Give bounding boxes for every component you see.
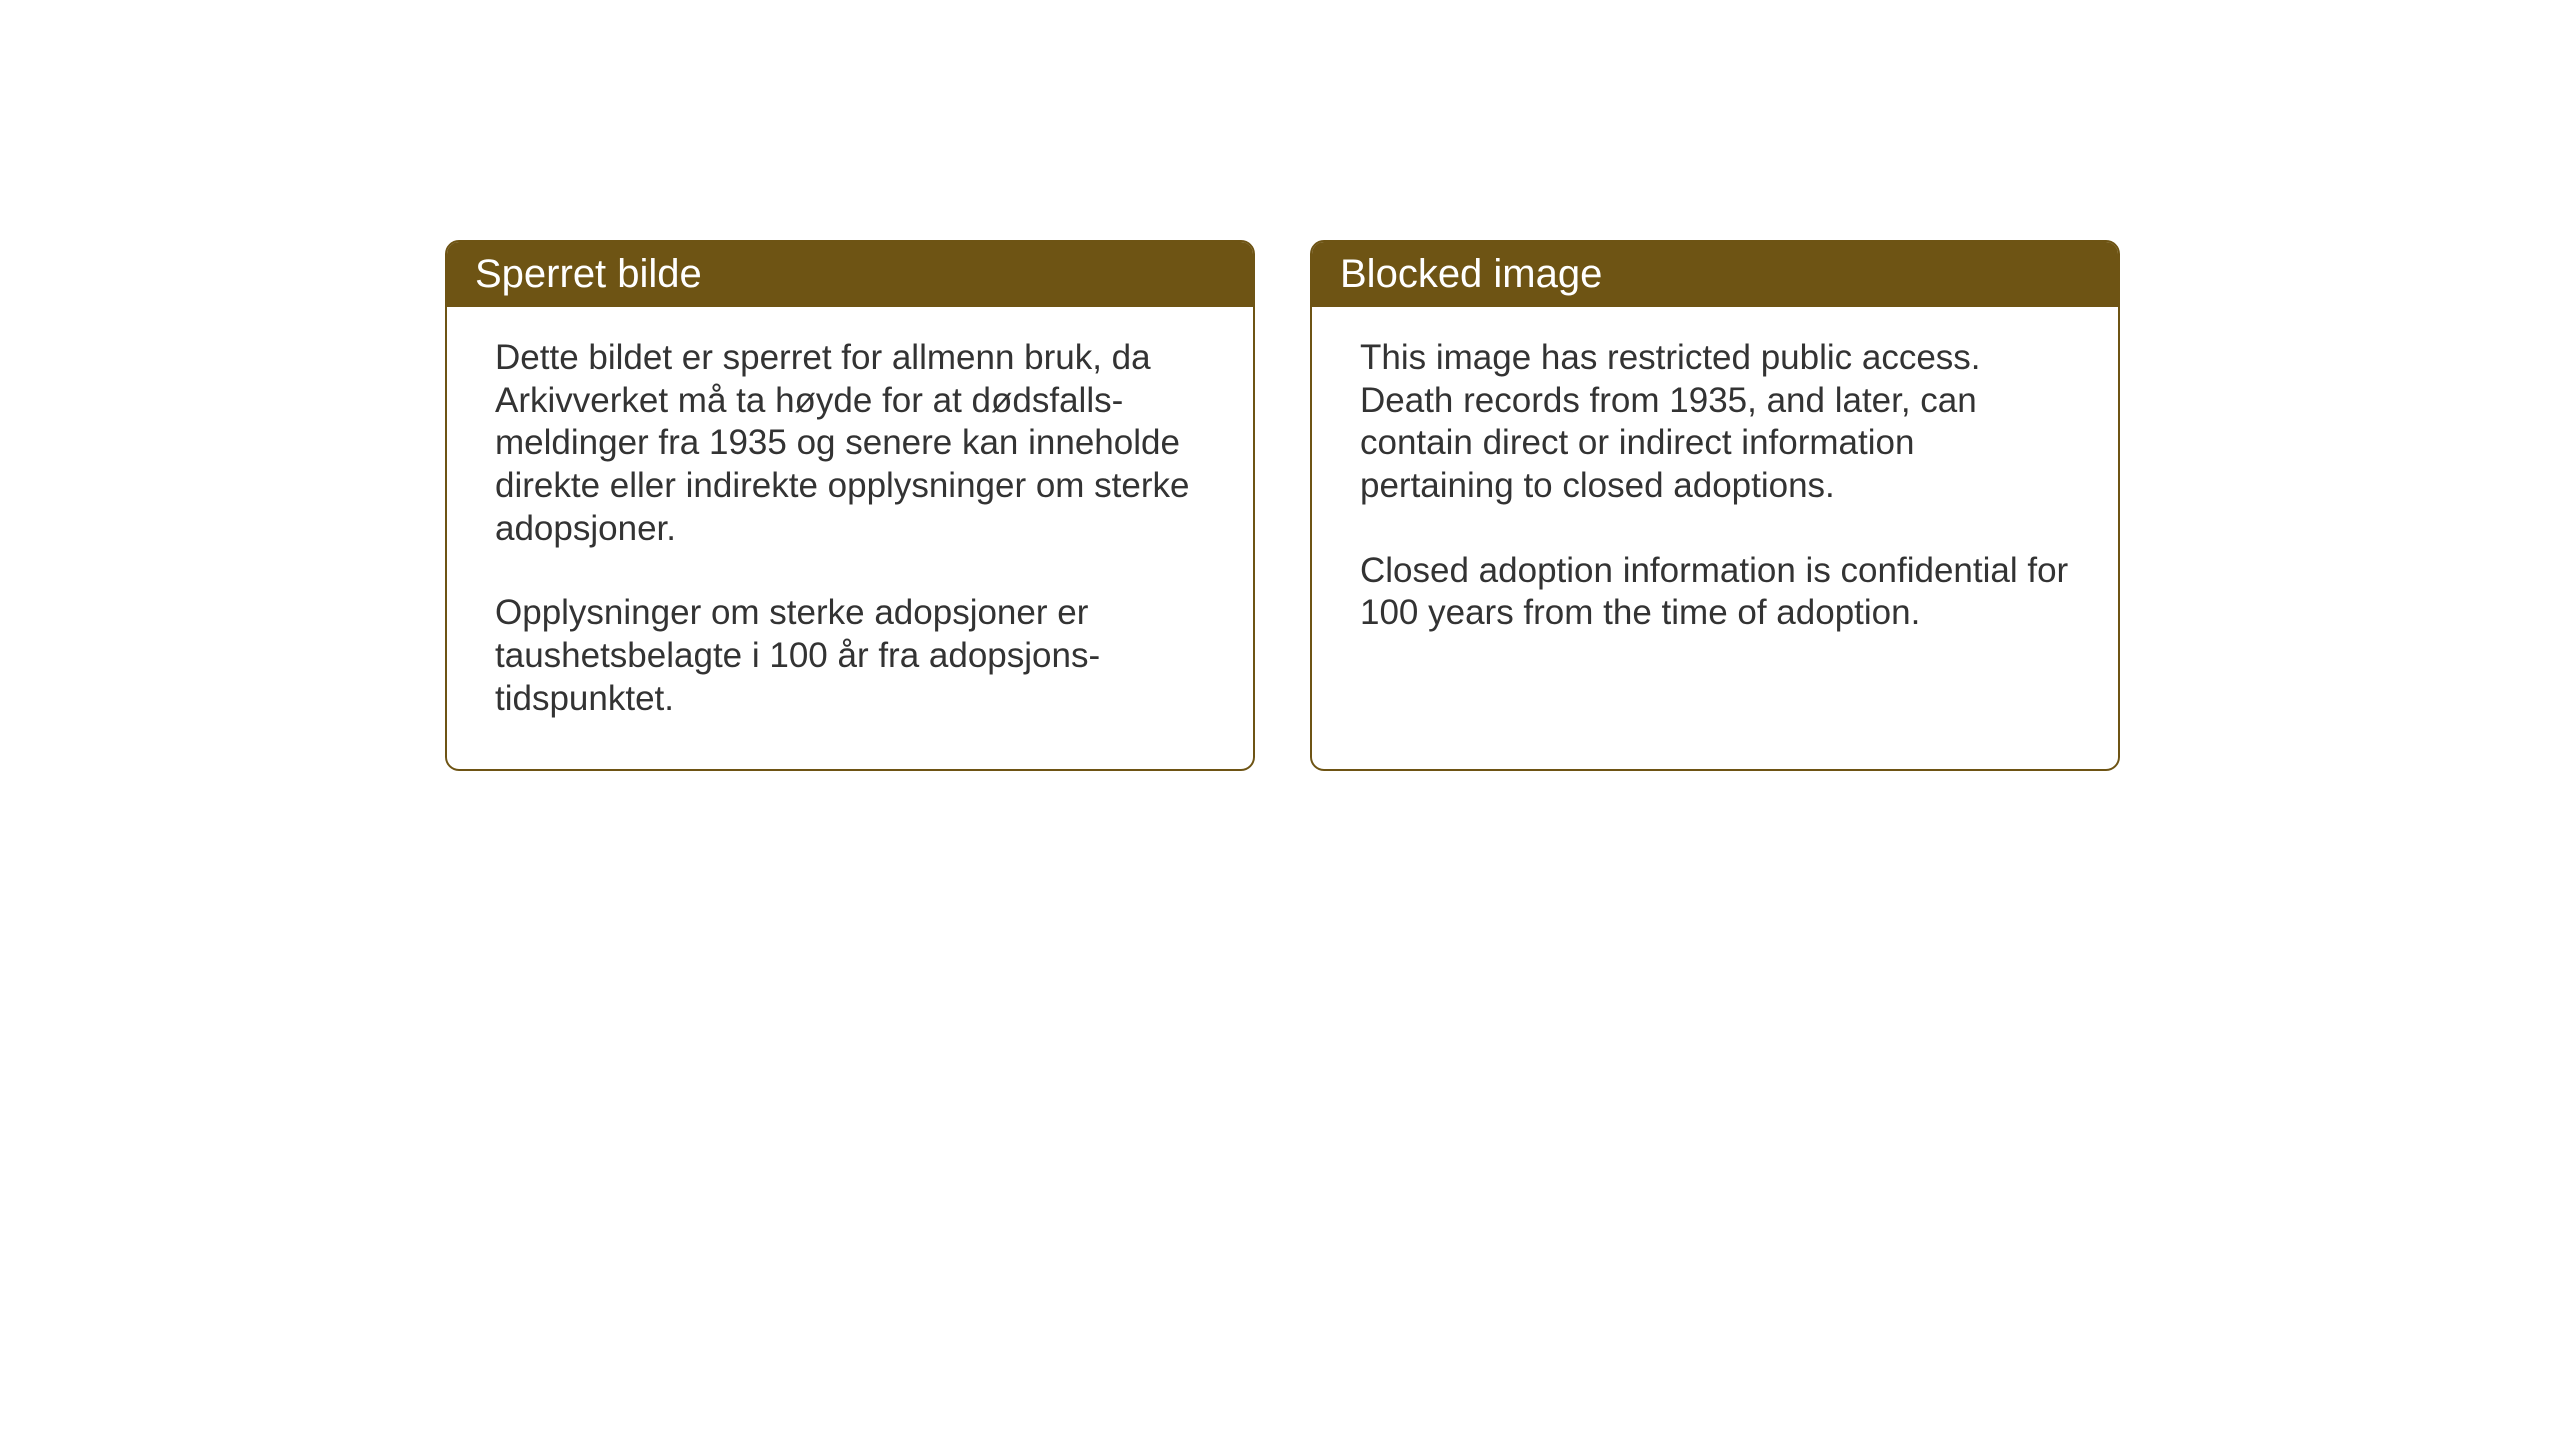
notice-card-norwegian: Sperret bilde Dette bildet er sperret fo… bbox=[445, 240, 1255, 771]
notice-paragraph-1-norwegian: Dette bildet er sperret for allmenn bruk… bbox=[495, 337, 1205, 550]
notice-paragraph-1-english: This image has restricted public access.… bbox=[1360, 337, 2070, 508]
notice-header-norwegian: Sperret bilde bbox=[447, 242, 1253, 307]
notice-card-english: Blocked image This image has restricted … bbox=[1310, 240, 2120, 771]
notice-body-english: This image has restricted public access.… bbox=[1312, 307, 2118, 683]
notice-title-english: Blocked image bbox=[1340, 252, 1602, 296]
notice-title-norwegian: Sperret bilde bbox=[475, 252, 702, 296]
notice-paragraph-2-norwegian: Opplysninger om sterke adopsjoner er tau… bbox=[495, 592, 1205, 720]
notice-container: Sperret bilde Dette bildet er sperret fo… bbox=[445, 240, 2120, 771]
notice-body-norwegian: Dette bildet er sperret for allmenn bruk… bbox=[447, 307, 1253, 769]
notice-header-english: Blocked image bbox=[1312, 242, 2118, 307]
notice-paragraph-2-english: Closed adoption information is confident… bbox=[1360, 550, 2070, 635]
